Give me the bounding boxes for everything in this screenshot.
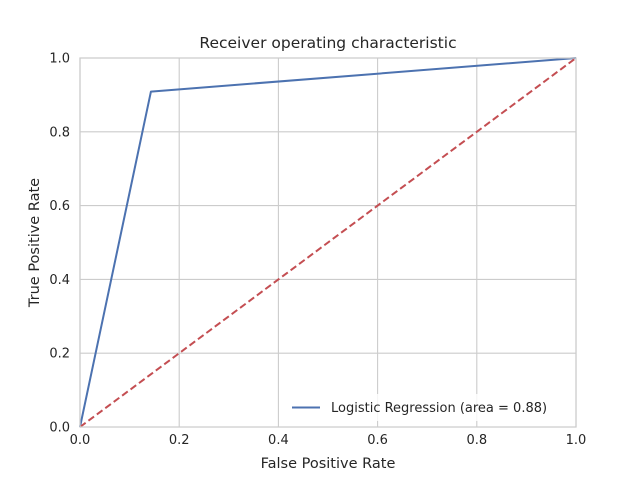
series-layer <box>79 57 577 428</box>
chance-diagonal-line <box>79 57 577 428</box>
y-axis-label: True Positive Rate <box>27 178 43 308</box>
plot-frame <box>79 57 577 428</box>
y-tick-label: 0.2 <box>49 347 70 362</box>
legend-box <box>286 394 568 421</box>
x-tick-label: 0.6 <box>367 433 388 448</box>
x-tick-label: 0.8 <box>466 433 487 448</box>
x-tick-label: 0.4 <box>268 433 289 448</box>
grid-lines <box>79 57 577 428</box>
x-tick-label: 1.0 <box>566 433 587 448</box>
chart-title: Receiver operating characteristic <box>199 34 456 52</box>
legend-label: Logistic Regression (area = 0.88) <box>331 401 547 416</box>
y-tick-label: 0.0 <box>49 421 70 436</box>
x-tick-labels: 0.0 0.2 0.4 0.6 0.8 1.0 <box>70 433 587 448</box>
x-axis-label: False Positive Rate <box>261 456 396 472</box>
legend: Logistic Regression (area = 0.88) <box>286 394 568 421</box>
x-tick-label: 0.2 <box>169 433 190 448</box>
roc-curve-line <box>79 57 577 428</box>
y-tick-label: 0.8 <box>49 125 70 140</box>
y-tick-labels: 0.0 0.2 0.4 0.6 0.8 1.0 <box>49 52 70 436</box>
y-tick-label: 1.0 <box>49 52 70 67</box>
x-tick-label: 0.0 <box>70 433 91 448</box>
y-tick-label: 0.4 <box>49 273 70 288</box>
y-tick-label: 0.6 <box>49 199 70 214</box>
